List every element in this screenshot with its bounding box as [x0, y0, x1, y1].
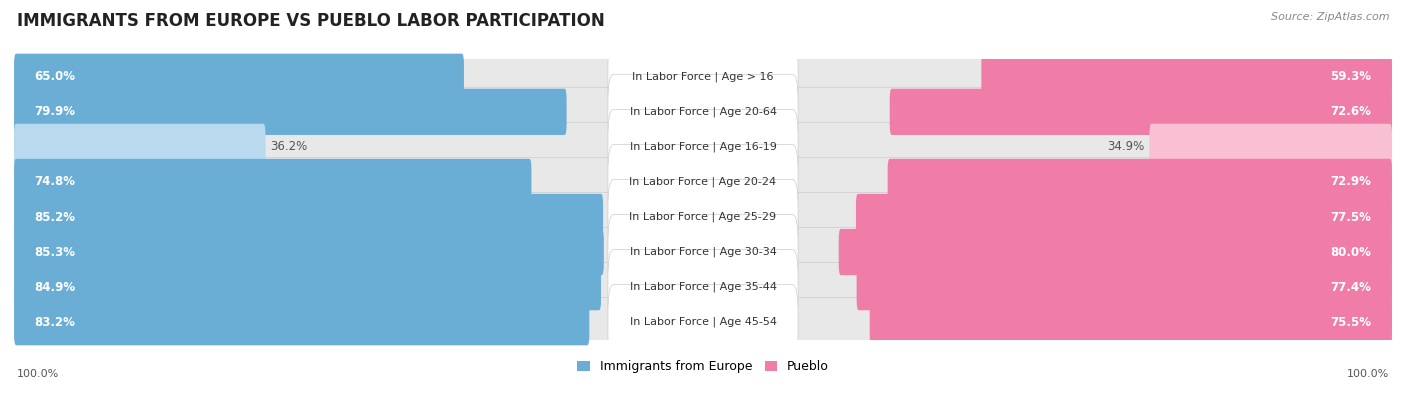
FancyBboxPatch shape: [607, 109, 799, 184]
Text: IMMIGRANTS FROM EUROPE VS PUEBLO LABOR PARTICIPATION: IMMIGRANTS FROM EUROPE VS PUEBLO LABOR P…: [17, 12, 605, 30]
Text: In Labor Force | Age > 16: In Labor Force | Age > 16: [633, 71, 773, 82]
FancyBboxPatch shape: [607, 145, 799, 220]
FancyBboxPatch shape: [14, 194, 603, 240]
FancyBboxPatch shape: [839, 229, 1392, 275]
FancyBboxPatch shape: [14, 87, 1392, 136]
FancyBboxPatch shape: [14, 229, 603, 275]
Text: In Labor Force | Age 35-44: In Labor Force | Age 35-44: [630, 282, 776, 292]
Text: 72.9%: 72.9%: [1330, 175, 1371, 188]
FancyBboxPatch shape: [14, 89, 567, 135]
Text: 65.0%: 65.0%: [35, 70, 76, 83]
FancyBboxPatch shape: [607, 250, 799, 325]
Legend: Immigrants from Europe, Pueblo: Immigrants from Europe, Pueblo: [572, 356, 834, 378]
Text: 74.8%: 74.8%: [35, 175, 76, 188]
Text: In Labor Force | Age 25-29: In Labor Force | Age 25-29: [630, 212, 776, 222]
Text: Source: ZipAtlas.com: Source: ZipAtlas.com: [1271, 12, 1389, 22]
FancyBboxPatch shape: [14, 157, 1392, 207]
FancyBboxPatch shape: [890, 89, 1392, 135]
FancyBboxPatch shape: [14, 263, 1392, 312]
Text: 36.2%: 36.2%: [270, 140, 308, 153]
Text: 77.4%: 77.4%: [1330, 280, 1371, 293]
Text: 85.3%: 85.3%: [35, 246, 76, 259]
FancyBboxPatch shape: [856, 264, 1392, 310]
FancyBboxPatch shape: [14, 299, 589, 345]
FancyBboxPatch shape: [14, 54, 464, 100]
Text: 80.0%: 80.0%: [1330, 246, 1371, 259]
FancyBboxPatch shape: [1150, 124, 1392, 170]
FancyBboxPatch shape: [14, 159, 531, 205]
FancyBboxPatch shape: [14, 52, 1392, 101]
Text: In Labor Force | Age 20-64: In Labor Force | Age 20-64: [630, 107, 776, 117]
Text: 100.0%: 100.0%: [1347, 369, 1389, 379]
Text: In Labor Force | Age 16-19: In Labor Force | Age 16-19: [630, 142, 776, 152]
Text: In Labor Force | Age 45-54: In Labor Force | Age 45-54: [630, 317, 776, 327]
FancyBboxPatch shape: [14, 264, 600, 310]
Text: 59.3%: 59.3%: [1330, 70, 1371, 83]
Text: 100.0%: 100.0%: [17, 369, 59, 379]
Text: 85.2%: 85.2%: [35, 211, 76, 224]
Text: 79.9%: 79.9%: [35, 105, 76, 118]
Text: 83.2%: 83.2%: [35, 316, 76, 329]
Text: 72.6%: 72.6%: [1330, 105, 1371, 118]
Text: In Labor Force | Age 20-24: In Labor Force | Age 20-24: [630, 177, 776, 187]
Text: 84.9%: 84.9%: [35, 280, 76, 293]
FancyBboxPatch shape: [981, 54, 1392, 100]
FancyBboxPatch shape: [887, 159, 1392, 205]
FancyBboxPatch shape: [607, 39, 799, 114]
FancyBboxPatch shape: [870, 299, 1392, 345]
FancyBboxPatch shape: [607, 179, 799, 254]
FancyBboxPatch shape: [14, 124, 266, 170]
FancyBboxPatch shape: [14, 298, 1392, 347]
FancyBboxPatch shape: [607, 214, 799, 290]
FancyBboxPatch shape: [14, 228, 1392, 276]
FancyBboxPatch shape: [856, 194, 1392, 240]
Text: 77.5%: 77.5%: [1330, 211, 1371, 224]
FancyBboxPatch shape: [14, 122, 1392, 171]
Text: In Labor Force | Age 30-34: In Labor Force | Age 30-34: [630, 247, 776, 257]
Text: 75.5%: 75.5%: [1330, 316, 1371, 329]
FancyBboxPatch shape: [607, 285, 799, 360]
FancyBboxPatch shape: [14, 192, 1392, 241]
FancyBboxPatch shape: [607, 74, 799, 149]
Text: 34.9%: 34.9%: [1108, 140, 1144, 153]
